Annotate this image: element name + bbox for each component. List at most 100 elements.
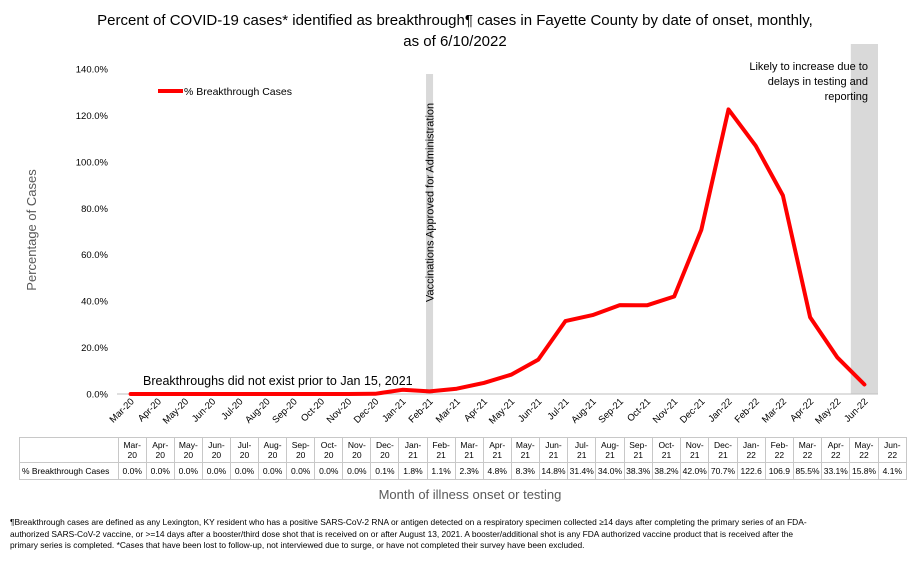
chart-plot: Vaccinations Approved for Administration…	[24, 44, 878, 427]
table-value-cell: 0.1%	[370, 462, 400, 480]
data-point	[292, 392, 296, 396]
table-value-cell: 0.0%	[201, 462, 231, 480]
data-point	[645, 303, 649, 307]
series-line	[128, 107, 867, 396]
x-tick-label: Oct-20	[299, 396, 327, 424]
data-point	[781, 194, 785, 198]
y-tick-label: 80.0%	[81, 204, 108, 215]
table-header-cell: Aug- 21	[595, 437, 625, 463]
x-tick-label: Mar-20	[108, 396, 137, 425]
y-tick-label: 0.0%	[86, 390, 108, 401]
x-tick-label: Jun-22	[842, 396, 870, 424]
table-header-cell: Oct- 21	[651, 437, 682, 463]
table-header-cell: Nov- 20	[342, 437, 372, 463]
x-tick-label: Apr-22	[788, 396, 816, 424]
data-point	[509, 373, 513, 377]
table-header-cell: Jan- 21	[398, 437, 428, 463]
table-value-cell: 34.0%	[595, 462, 625, 480]
table-header-cell: Apr- 21	[482, 437, 512, 463]
table-value-cell: 14.8%	[538, 462, 569, 480]
data-point	[536, 358, 540, 362]
table-row-label: % Breakthrough Cases	[19, 462, 119, 480]
table-value-cell: 0.0%	[314, 462, 344, 480]
table-row: % Breakthrough Cases 0.0% 0.0% 0.0% 0.0% 0.0%…	[19, 462, 907, 480]
x-tick-label: Jun-20	[190, 396, 218, 424]
table-value-cell: 85.5%	[792, 462, 823, 480]
y-tick-label: 140.0%	[76, 65, 109, 76]
data-point	[183, 392, 187, 396]
table-value-cell: 4.1%	[877, 462, 907, 480]
table-header-cell: May- 22	[849, 437, 879, 463]
x-tick-label: Jun-21	[516, 396, 544, 424]
table-value-cell: 2.3%	[454, 462, 484, 480]
footnote-line: ¶Breakthrough cases are defined as any L…	[10, 517, 807, 527]
data-point	[591, 313, 595, 317]
x-tick-label: Nov-20	[325, 396, 354, 425]
table-header-cell: Apr- 22	[821, 437, 851, 463]
vaccine-approval-bar	[426, 74, 434, 394]
data-point	[618, 303, 622, 307]
table-value-cell: 70.7%	[708, 462, 738, 480]
x-tick-label: Mar-21	[434, 396, 463, 425]
table-header-row: Mar- 20 Apr- 20 May- 20 Jun- 20 Jul- 20 Aug- 20 Sep-…	[19, 437, 907, 463]
footnote-line: authorized SARS-CoV-2 vaccine, or >=14 d…	[10, 528, 794, 539]
breakthrough-note: Breakthroughs did not exist prior to Jan…	[143, 374, 413, 388]
x-tick-label: Nov-21	[651, 396, 680, 425]
data-point	[482, 381, 486, 385]
table-header-cell: Feb- 21	[426, 437, 456, 463]
data-table: Mar- 20 Apr- 20 May- 20 Jun- 20 Jul- 20 Aug- 20 Sep-…	[19, 437, 907, 480]
table-header-cell: Jun- 22	[877, 437, 907, 463]
x-tick-label: Apr-21	[462, 396, 490, 424]
y-axis-title: Percentage of Cases	[24, 169, 39, 291]
table-header-cell: Mar- 22	[792, 437, 823, 463]
table-value-cell: 38.2%	[651, 462, 682, 480]
data-point	[428, 389, 432, 393]
table-value-cell: 1.8%	[398, 462, 428, 480]
footnote: ¶Breakthrough cases are defined as any L…	[10, 517, 900, 552]
increase-note-line: reporting	[825, 91, 868, 103]
chart-title: Percent of COVID-19 cases* identified as…	[97, 12, 813, 50]
x-tick-label: Oct-21	[625, 396, 653, 424]
table-value-cell: 1.1%	[426, 462, 456, 480]
table-header-cell: Jul- 21	[567, 437, 597, 463]
x-tick-label: May-20	[161, 396, 191, 426]
x-tick-label: Dec-21	[678, 396, 707, 425]
x-tick-label: Feb-21	[407, 396, 436, 425]
data-point	[727, 107, 731, 111]
data-point	[129, 392, 133, 396]
table-value-cell: 0.0%	[145, 462, 175, 480]
data-point	[808, 315, 812, 319]
x-tick-label: May-21	[487, 396, 517, 426]
vaccine-approval-label: Vaccinations Approved for Administration	[425, 103, 437, 302]
legend-label: % Breakthrough Cases	[184, 86, 292, 98]
x-tick-label: Apr-20	[136, 396, 164, 424]
y-tick-label: 40.0%	[81, 297, 108, 308]
data-point	[319, 392, 323, 396]
data-point	[400, 388, 404, 392]
reporting-delay-band	[850, 44, 878, 394]
table-header-cell: May- 21	[510, 437, 540, 463]
data-point	[563, 319, 567, 323]
footnote-line: primary series is completed. *Cases that…	[10, 540, 585, 550]
table-header-cell: Feb- 22	[764, 437, 794, 463]
table-header-cell: Mar- 21	[454, 437, 484, 463]
x-tick-label: Aug-20	[243, 396, 272, 425]
x-tick-label: Sep-21	[596, 396, 625, 425]
table-header-cell: Jul- 20	[229, 437, 260, 463]
data-point	[264, 392, 268, 396]
x-tick-label: May-22	[813, 396, 843, 426]
table-header-cell: May- 20	[173, 437, 203, 463]
table-value-cell: 0.0%	[173, 462, 203, 480]
table-value-cell: 122.6	[736, 462, 766, 480]
x-tick-label: Jan-21	[380, 396, 408, 424]
table-header-cell: Jun- 20	[201, 437, 231, 463]
table-header-cell: Apr- 20	[145, 437, 175, 463]
data-point	[156, 392, 160, 396]
increase-note-line: Likely to increase due to	[749, 61, 868, 73]
table-corner-cell	[19, 437, 119, 463]
data-point	[210, 392, 214, 396]
table-value-cell: 33.1%	[821, 462, 851, 480]
data-point	[373, 392, 377, 396]
table-value-cell: 0.0%	[229, 462, 260, 480]
table-value-cell: 8.3%	[510, 462, 540, 480]
